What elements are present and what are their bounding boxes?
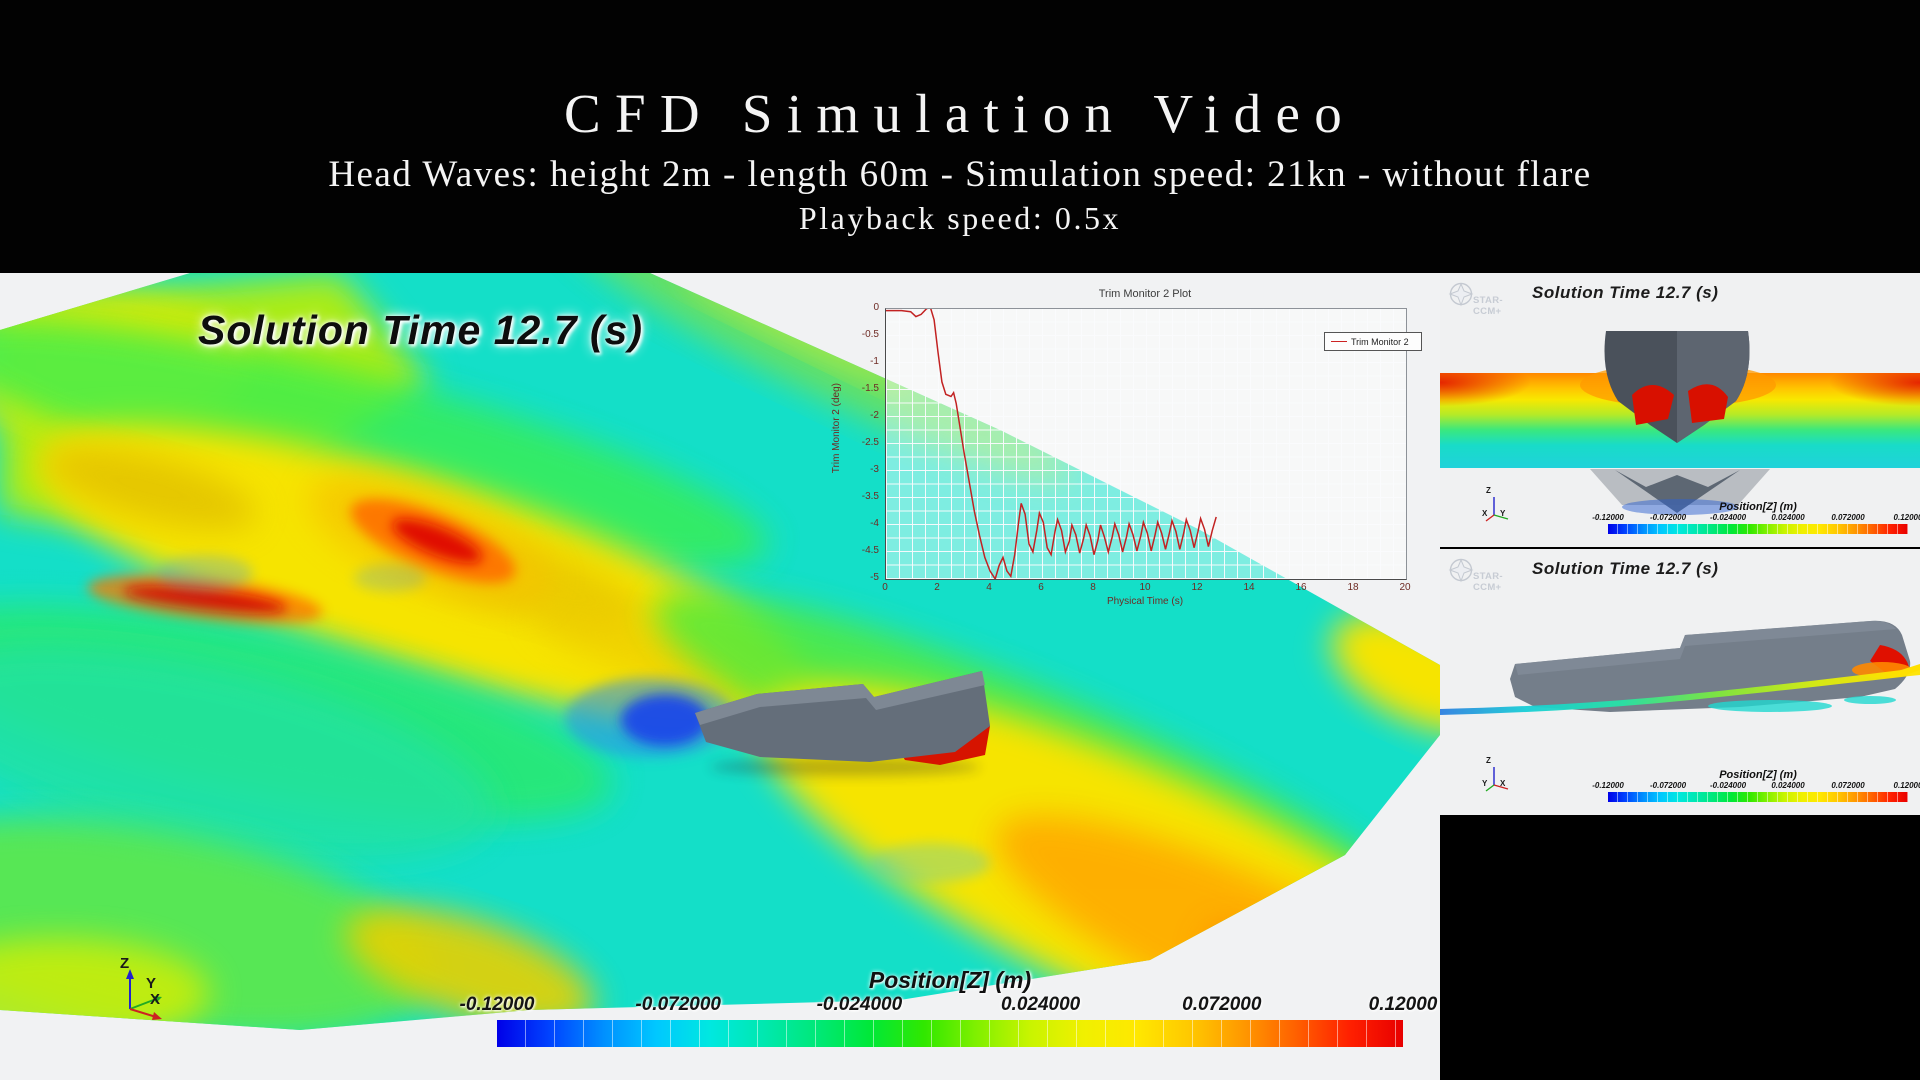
x-tick-label: 14 (1243, 582, 1255, 593)
colorbar-title: Position[Z] (m) (868, 967, 1032, 993)
axis-x-label: X (150, 991, 161, 1008)
side-view-panel: STAR-CCM+ Solution Time 12.7 (s) (1440, 549, 1920, 815)
axis-triad-arrows (1485, 767, 1509, 792)
x-tick-label: 2 (934, 582, 940, 593)
star-ccm-watermark: STAR-CCM+ (1448, 557, 1528, 593)
main-wave-view: Solution Time 12.7 (s) Trim Monitor 2 Pl… (0, 273, 1440, 1080)
legend-series-label: Trim Monitor 2 (1351, 336, 1409, 347)
axis-z-label: Z (1486, 486, 1491, 495)
star-ccm-watermark: STAR-CCM+ (1448, 281, 1528, 317)
chart-y-axis-label: Trim Monitor 2 (deg) (831, 383, 842, 474)
y-tick-label: -4 (870, 518, 879, 529)
colorbar-tick-label: -0.024000 (816, 994, 903, 1015)
colorbar-labels: -0.12000 -0.072000 -0.024000 0.024000 0.0720… (1592, 513, 1920, 524)
colorbar-tick-label: 0.072000 (1831, 513, 1865, 522)
colorbar-labels: -0.12000 -0.072000 -0.024000 0.024000 0.0720… (459, 994, 1437, 1020)
colorbar-labels: -0.12000 -0.072000 -0.024000 0.024000 0.0720… (1592, 781, 1920, 792)
y-tick-label: -0.5 (861, 329, 879, 340)
solution-time-label: Solution Time 12.7 (s) (1532, 283, 1719, 302)
colorbar-tick-label: -0.12000 (1592, 781, 1624, 790)
colorbar-tick-label: -0.12000 (459, 994, 535, 1015)
y-tick-label: -1 (870, 356, 879, 367)
y-tick-label: -2.5 (861, 437, 879, 448)
x-tick-label: 18 (1347, 582, 1359, 593)
axis-triad: Z X Y (1482, 486, 1518, 525)
colorbar-title: Position[Z] (m) (1719, 501, 1797, 513)
axis-y-label: Y (1500, 509, 1506, 518)
empty-black-region (1440, 815, 1920, 1080)
chart-x-axis-label: Physical Time (s) (1106, 596, 1184, 607)
chart-legend: Trim Monitor 2 (1324, 332, 1422, 351)
axis-z-label: Z (120, 955, 130, 972)
star-ccm-logo-text: STAR-CCM+ (1473, 295, 1503, 317)
chart-plot-area (885, 308, 1407, 580)
video-title: CFD Simulation Video (563, 83, 1356, 144)
solution-time-label: Solution Time 12.7 (s) (1532, 559, 1719, 578)
x-tick-label: 12 (1191, 582, 1203, 593)
axis-triad: Z Y X (112, 955, 182, 1021)
colorbar-tick-label: -0.024000 (1709, 513, 1747, 522)
colorbar-gradient-bar (1608, 792, 1908, 802)
colorbar-tick-label: 0.024000 (1000, 994, 1081, 1015)
y-tick-label: 0 (873, 302, 879, 313)
colorbar-tick-label: 0.072000 (1182, 994, 1262, 1015)
star-ccm-logo-icon (1448, 558, 1474, 583)
y-tick-label: -2 (870, 410, 879, 421)
video-title-bar: CFD Simulation Video Head Waves: height … (0, 0, 1920, 273)
colorbar-tick-label: -0.024000 (1709, 781, 1747, 790)
colorbar-tick-label: 0.12000 (1893, 781, 1920, 790)
x-tick-label: 0 (882, 582, 888, 593)
axis-y-label: Y (1482, 779, 1488, 788)
star-ccm-logo-text: STAR-CCM+ (1473, 571, 1503, 593)
trim-monitor-curve (886, 309, 1217, 579)
position-z-colorbar: Position[Z] (m) -0.12000 -0.072000 -0.0240… (1592, 501, 1920, 534)
trim-monitor-plot: Trim Monitor 2 Plot Trim Monitor 2 (deg)… (831, 288, 1440, 633)
colorbar-tick-label: 0.12000 (1368, 994, 1438, 1015)
colorbar-title: Position[Z] (m) (1719, 769, 1797, 781)
colorbar-tick-label: -0.12000 (1592, 513, 1624, 522)
colorbar-tick-label: 0.072000 (1831, 781, 1865, 790)
y-tick-label: -3.5 (861, 491, 879, 502)
colorbar-tick-label: 0.024000 (1771, 781, 1805, 790)
y-tick-label: -4.5 (861, 545, 879, 556)
legend-line-sample (1331, 341, 1347, 342)
colorbar-tick-label: -0.072000 (1649, 781, 1687, 790)
axis-z-label: Z (1486, 756, 1491, 765)
front-view-panel: STAR-CCM+ Solution Time 12.7 (s) Z X Y P (1440, 273, 1920, 547)
axis-triad-arrows (126, 969, 162, 1020)
solution-time-label: Solution Time 12.7 (s) (198, 307, 643, 353)
x-tick-label: 10 (1139, 582, 1151, 593)
position-z-colorbar: Position[Z] (m) -0.12000 -0.072000 -0.0240… (1592, 769, 1920, 802)
x-tick-label: 16 (1295, 582, 1307, 593)
colorbar-tick-label: 0.12000 (1893, 513, 1920, 522)
side-view-column: STAR-CCM+ Solution Time 12.7 (s) Z X Y P (1440, 273, 1920, 1080)
x-tick-label: 8 (1090, 582, 1096, 593)
colorbar-tick-label: -0.072000 (635, 994, 721, 1015)
x-tick-label: 20 (1399, 582, 1411, 593)
ship-bow-front-view (1580, 331, 1776, 515)
colorbar-gradient-bar (1608, 524, 1908, 534)
axis-x-label: X (1500, 779, 1506, 788)
axis-triad-arrows (1485, 497, 1509, 522)
y-tick-label: -3 (870, 464, 879, 475)
axis-triad: Z Y X (1482, 756, 1518, 795)
chart-title: Trim Monitor 2 Plot (1098, 288, 1192, 300)
axis-x-label: X (1482, 509, 1488, 518)
video-subtitle: Head Waves: height 2m - length 60m - Sim… (328, 154, 1592, 195)
ship-hull-main (695, 671, 990, 776)
star-ccm-logo-icon (1448, 282, 1474, 307)
colorbar-gradient-bar (497, 1020, 1403, 1047)
colorbar-tick-label: 0.024000 (1771, 513, 1805, 522)
axis-y-label: Y (146, 975, 157, 992)
y-tick-label: -1.5 (861, 383, 879, 394)
x-tick-label: 4 (986, 582, 992, 593)
y-tick-label: -5 (870, 572, 879, 583)
ship-side-view (1440, 620, 1920, 715)
position-z-colorbar: Position[Z] (m) -0.12000 -0.072000 -0.0240… (459, 967, 1437, 1047)
playback-speed-label: Playback speed: 0.5x (798, 200, 1122, 236)
x-tick-label: 6 (1038, 582, 1044, 593)
colorbar-tick-label: -0.072000 (1649, 513, 1687, 522)
